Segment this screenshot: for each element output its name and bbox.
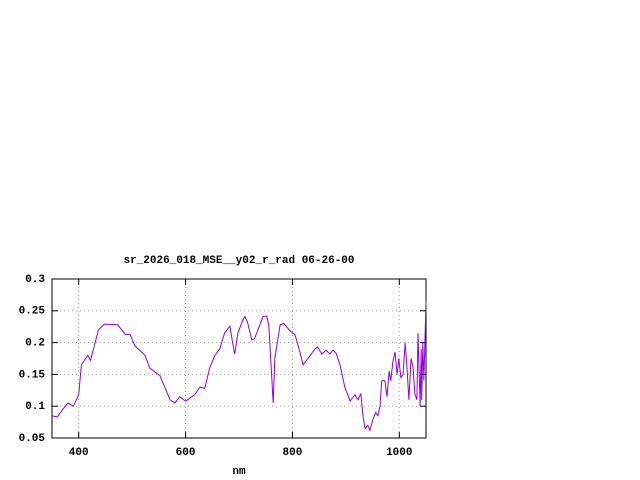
y-tick-label: 0.25	[19, 306, 46, 318]
x-tick-label: 400	[69, 447, 89, 459]
x-tick-label: 800	[283, 447, 303, 459]
data-line	[51, 301, 427, 432]
y-tick-label: 0.2	[25, 338, 45, 350]
x-axis-label: nm	[232, 466, 246, 478]
y-tick-label: 0.1	[25, 401, 45, 413]
y-tick-label: 0.15	[19, 369, 46, 381]
y-tick-label: 0.05	[19, 433, 46, 445]
y-tick-label: 0.3	[25, 274, 45, 286]
x-tick-label: 1000	[386, 447, 412, 459]
plot-border	[51, 278, 427, 439]
x-tick-label: 600	[176, 447, 196, 459]
chart-title: sr_2026_018_MSE__y02_r_rad 06-26-00	[123, 255, 354, 267]
